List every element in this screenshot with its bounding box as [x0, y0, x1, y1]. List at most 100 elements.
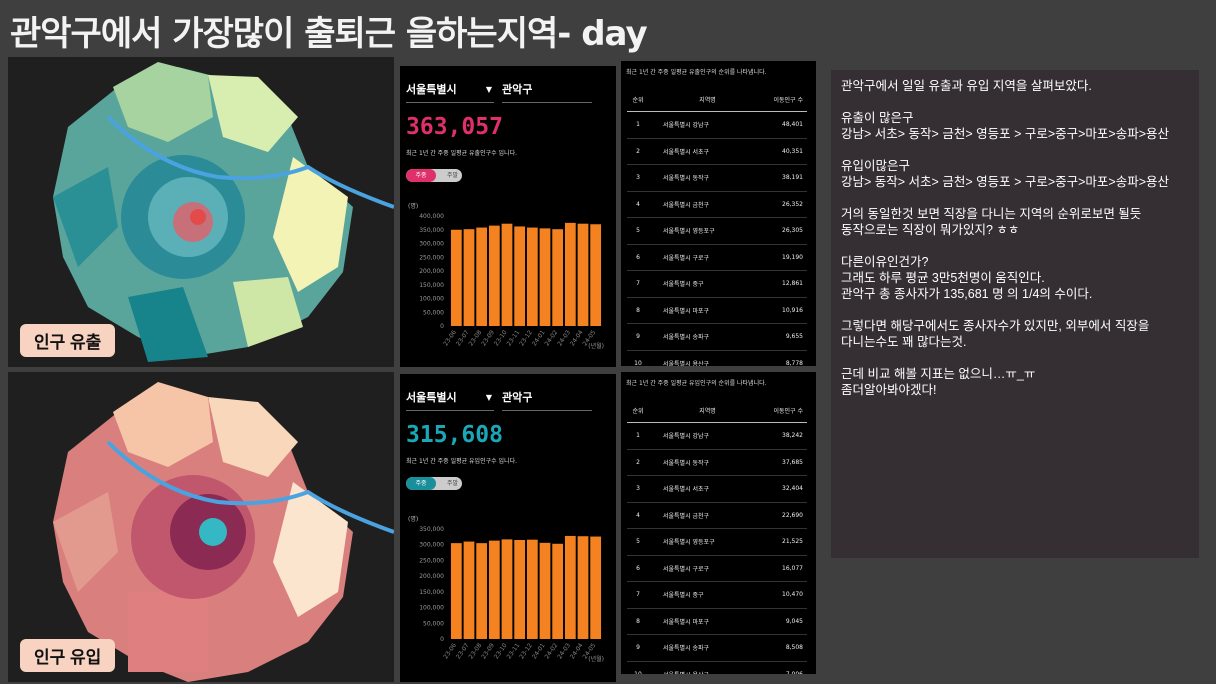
bar[interactable] [488, 225, 500, 326]
bar[interactable] [450, 229, 462, 326]
city-dropdown-value: 서울특별시 [406, 391, 457, 404]
inflow-total-desc: 최근 1년 간 주중 일평균 유입인구수 입니다. [406, 458, 518, 465]
count-cell: 8,508 [753, 634, 807, 662]
count-cell: 32,404 [753, 475, 807, 503]
count-cell: 48,401 [753, 111, 807, 139]
analysis-notes: 관악구에서 일일 유출과 유입 지역을 살펴보았다. 유출이 많은구 강남> 서… [831, 70, 1199, 558]
region-cell: 서울특별시 동작구 [649, 164, 754, 192]
bar[interactable] [526, 227, 538, 326]
region-cell: 서울특별시 중구 [649, 270, 754, 298]
bar[interactable] [463, 541, 475, 639]
bar[interactable] [501, 223, 513, 326]
y-tick-label: 100,000 [419, 605, 444, 612]
inflow-map[interactable]: 인구 유입 [8, 372, 394, 682]
y-tick-label: 350,000 [419, 526, 444, 533]
bar[interactable] [564, 535, 576, 639]
rank-cell: 1 [627, 111, 649, 139]
table-row: 7 서울특별시 중구 12,861 [627, 270, 807, 298]
bar[interactable] [450, 543, 462, 639]
bar[interactable] [476, 227, 488, 326]
inflow-label-button[interactable]: 인구 유입 [20, 639, 116, 672]
region-cell: 서울특별시 구로구 [649, 555, 754, 582]
table-row: 10 서울특별시 용산구 8,778 [627, 350, 807, 366]
weekday-weekend-toggle[interactable]: 주중 주말 [406, 477, 462, 490]
bar[interactable] [539, 542, 551, 639]
table-row: 4 서울특별시 금천구 22,690 [627, 502, 807, 529]
bar[interactable] [476, 543, 488, 639]
rank-cell: 2 [627, 138, 649, 165]
district-dropdown-value: 관악구 [502, 391, 533, 404]
rank-cell: 1 [627, 422, 649, 450]
count-cell: 19,190 [753, 244, 807, 271]
inflow-ranking-title: 최근 1년 간 주중 일평균 유입인구의 순위를 나타냅니다. [626, 380, 767, 387]
col-count: 이동인구 수 [753, 398, 807, 423]
rank-cell: 4 [627, 502, 649, 529]
bar[interactable] [590, 536, 602, 639]
bar[interactable] [488, 540, 500, 639]
table-row: 8 서울특별시 마포구 9,045 [627, 608, 807, 635]
y-tick-label: 400,000 [419, 213, 444, 220]
outflow-label-button[interactable]: 인구 유출 [20, 324, 116, 357]
bar[interactable] [539, 228, 551, 326]
table-row: 8 서울특별시 마포구 10,916 [627, 297, 807, 324]
y-unit-label: (명) [408, 202, 418, 210]
weekday-weekend-toggle[interactable]: 주중 주말 [406, 169, 462, 182]
inflow-dashboard: 서울특별시 ▼ 관악구 315,608 최근 1년 간 주중 일평균 유입인구수… [400, 374, 616, 682]
table-row: 1 서울특별시 강남구 38,242 [627, 422, 807, 450]
district-dropdown[interactable]: 관악구 [502, 388, 592, 411]
note-paragraph: 근데 비교 해볼 지표는 없으니…ㅠ_ㅠ 좀더알아봐야겠다! [841, 367, 1036, 397]
bar[interactable] [501, 539, 513, 639]
count-cell: 40,351 [753, 138, 807, 165]
bar[interactable] [526, 539, 538, 639]
weekend-option[interactable]: 주말 [446, 480, 458, 487]
region-cell: 서울특별시 강남구 [649, 111, 754, 139]
y-tick-label: 300,000 [419, 542, 444, 549]
table-row: 5 서울특별시 영등포구 26,305 [627, 217, 807, 245]
city-dropdown[interactable]: 서울특별시 ▼ [406, 80, 494, 103]
inflow-total: 315,608 [406, 422, 503, 448]
city-dropdown[interactable]: 서울특별시 ▼ [406, 388, 494, 411]
region-cell: 서울특별시 영등포구 [649, 217, 754, 245]
bar[interactable] [463, 229, 475, 326]
table-row: 1 서울특별시 강남구 48,401 [627, 111, 807, 139]
y-tick-label: 0 [440, 636, 444, 643]
region-cell: 서울특별시 금천구 [649, 191, 754, 218]
region-cell: 서울특별시 마포구 [649, 608, 754, 635]
table-row: 3 서울특별시 서초구 32,404 [627, 475, 807, 503]
bar[interactable] [564, 222, 576, 326]
outflow-ranking-table: 순위 지역명 이동인구 수 1 서울특별시 강남구 48,401 2 서울특별시 서초구… [627, 87, 807, 366]
rank-cell: 3 [627, 475, 649, 503]
region-cell: 서울특별시 영등포구 [649, 528, 754, 556]
count-cell: 37,685 [753, 449, 807, 476]
region-cell: 서울특별시 서초구 [649, 138, 754, 165]
note-paragraph: 거의 동일한것 보면 직장을 다니는 지역의 순위로보면 될듯 동작으로는 직장… [841, 207, 1142, 237]
y-tick-label: 50,000 [423, 309, 444, 316]
region-cell: 서울특별시 용산구 [649, 661, 754, 674]
bar[interactable] [514, 226, 526, 326]
col-region: 지역명 [649, 87, 754, 112]
bar[interactable] [590, 224, 602, 326]
count-cell: 12,861 [753, 270, 807, 298]
bar[interactable] [514, 540, 526, 639]
bar[interactable] [577, 223, 589, 326]
weekday-option[interactable]: 주중 [406, 477, 436, 490]
outflow-ranking-title: 최근 1년 간 주중 일평균 유출인구의 순위를 나타냅니다. [626, 69, 767, 76]
inflow-ranking-panel: 최근 1년 간 주중 일평균 유입인구의 순위를 나타냅니다. 순위 지역명 이… [621, 372, 816, 674]
inflow-bar-chart: (명) 0 50,000 100,000 150,000 200,000 250,000 30… [408, 515, 604, 663]
y-tick-label: 200,000 [419, 268, 444, 275]
count-cell: 38,191 [753, 164, 807, 192]
bar[interactable] [552, 229, 564, 326]
note-paragraph: 그렇다면 해당구에서도 종사자수가 있지만, 외부에서 직장을 다니는수도 꽤 … [841, 319, 1150, 349]
bar[interactable] [577, 536, 589, 639]
weekday-option[interactable]: 주중 [406, 169, 436, 182]
bar[interactable] [552, 543, 564, 639]
outflow-map[interactable]: 인구 유출 [8, 57, 394, 367]
district-dropdown[interactable]: 관악구 [502, 80, 592, 103]
y-tick-label: 0 [440, 323, 444, 330]
outflow-bar-chart: (명) 0 50,000 100,000 150,000 200,000 250,000 30… [408, 202, 604, 350]
region-cell: 서울특별시 서초구 [649, 475, 754, 503]
table-row: 6 서울특별시 구로구 19,190 [627, 244, 807, 271]
weekend-option[interactable]: 주말 [446, 172, 458, 179]
region-cell: 서울특별시 중구 [649, 581, 754, 609]
